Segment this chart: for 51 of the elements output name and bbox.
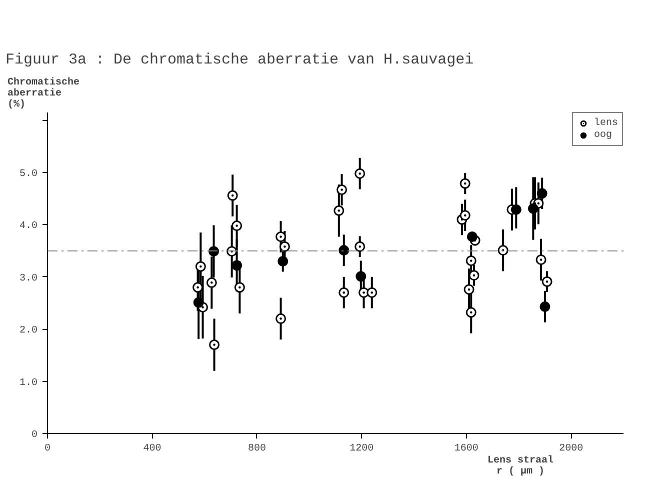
point xyxy=(536,254,546,265)
point xyxy=(540,301,550,312)
point xyxy=(276,313,286,324)
point xyxy=(542,276,552,287)
point xyxy=(468,270,480,281)
x-tick-label: 1200 xyxy=(350,444,374,454)
point xyxy=(227,190,238,201)
point xyxy=(460,178,470,189)
point xyxy=(354,241,366,252)
point xyxy=(195,261,206,272)
point xyxy=(338,245,350,256)
y-tick-label: 1.0 xyxy=(19,378,38,389)
point xyxy=(192,282,204,293)
point xyxy=(278,256,288,266)
point xyxy=(232,220,242,232)
point xyxy=(464,284,474,295)
y-axis-title: Chromatische aberratie (%) xyxy=(8,76,80,110)
legend-label: oog xyxy=(594,129,613,141)
point xyxy=(356,271,366,282)
legend-label: lens xyxy=(594,117,618,129)
point xyxy=(498,245,508,256)
y-tick-label: 0 xyxy=(32,430,38,441)
point xyxy=(536,188,548,199)
point xyxy=(193,297,204,308)
chart-title: Figuur 3a : De chromatische aberratie van H.sauvagei xyxy=(6,52,474,68)
x-tick-label: 2000 xyxy=(559,444,584,454)
point xyxy=(206,277,217,288)
y-tick-label: 2.0 xyxy=(19,326,38,337)
y-tick-label: 3.0 xyxy=(19,273,38,284)
point xyxy=(528,203,538,214)
point xyxy=(466,255,476,266)
point xyxy=(460,210,470,221)
x-tick-label: 800 xyxy=(248,444,266,454)
point xyxy=(354,168,366,179)
point xyxy=(366,287,378,298)
point xyxy=(234,282,245,293)
point xyxy=(466,307,476,318)
y-tick-label: 5.0 xyxy=(19,169,38,180)
x-tick-label: 1600 xyxy=(454,444,478,454)
point xyxy=(276,231,286,242)
point xyxy=(279,241,290,252)
x-tick-label: 0 xyxy=(44,444,51,454)
x-axis-title: Lens straal r ( μm ) xyxy=(487,454,554,478)
point xyxy=(336,184,348,195)
y-tick-label: 4.0 xyxy=(19,221,38,232)
point xyxy=(338,287,350,298)
point xyxy=(232,260,242,271)
point xyxy=(334,205,344,216)
x-tick-label: 400 xyxy=(143,444,162,454)
point xyxy=(209,340,220,350)
point xyxy=(510,204,522,215)
